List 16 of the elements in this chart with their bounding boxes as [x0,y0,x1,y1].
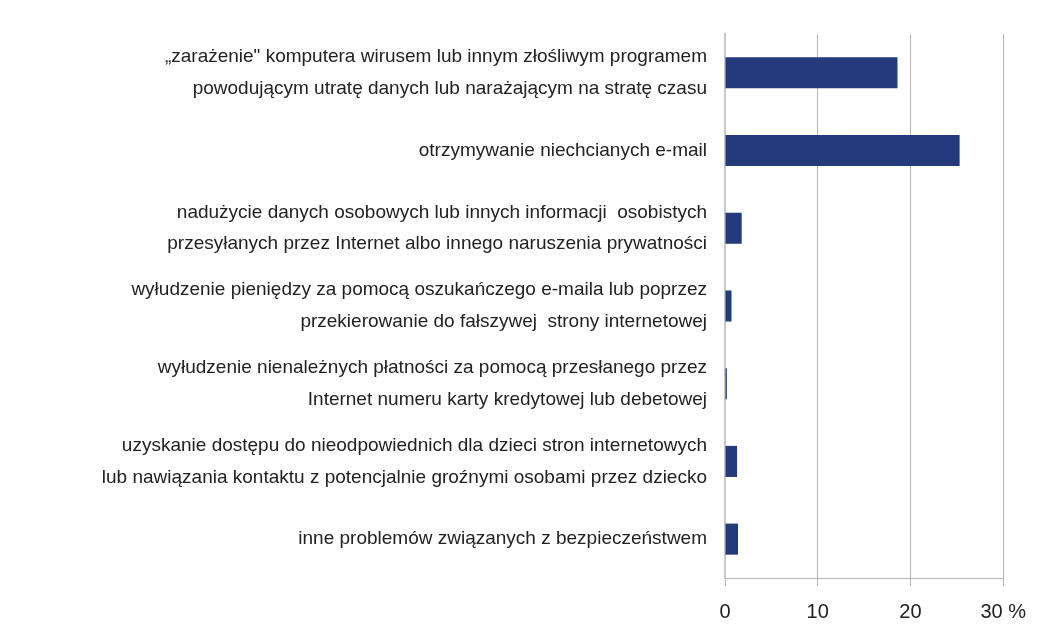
bar [725,212,742,244]
y-tick-label: inne problemów związanych z bezpieczeństwem [298,527,707,549]
bar [725,135,960,167]
x-tick-label: 0 [719,599,731,622]
y-tick-label: uzyskanie dostępu do nieodpowiednich dla dzieci stron internetowych lub nawiązania kontaktu z potencjalnie groźnymi osobami przez dziecko [101,433,707,487]
bar [725,523,738,555]
y-tick-label: „zarażenie" komputera wirusem lub innym złośliwym programem powodującym utratę danych lub narażającym na stratę czasu [164,45,707,99]
bar [725,445,738,477]
y-tick-label: wyłudzenie pieniędzy za pomocą oszukańczego e-maila lub poprzez przekierowanie do fałszywej strony internetowej [130,278,707,332]
x-tick-label: 30 % [980,599,1027,622]
y-tick-label: nadużycie danych osobowych lub innych informacji osobistych przesyłanych przez Internet albo innego naruszenia prywatności [167,200,707,254]
y-tick-label: wyłudzenie nienależnych płatności za pomocą przesłanego przez Internet numeru karty kredytowej lub debetowej [156,355,707,409]
x-tick-label: 20 [899,599,922,622]
x-tick-label: 10 [806,599,829,622]
y-tick-label: otrzymywanie niechcianych e-mail [418,138,707,160]
bar [725,57,898,89]
